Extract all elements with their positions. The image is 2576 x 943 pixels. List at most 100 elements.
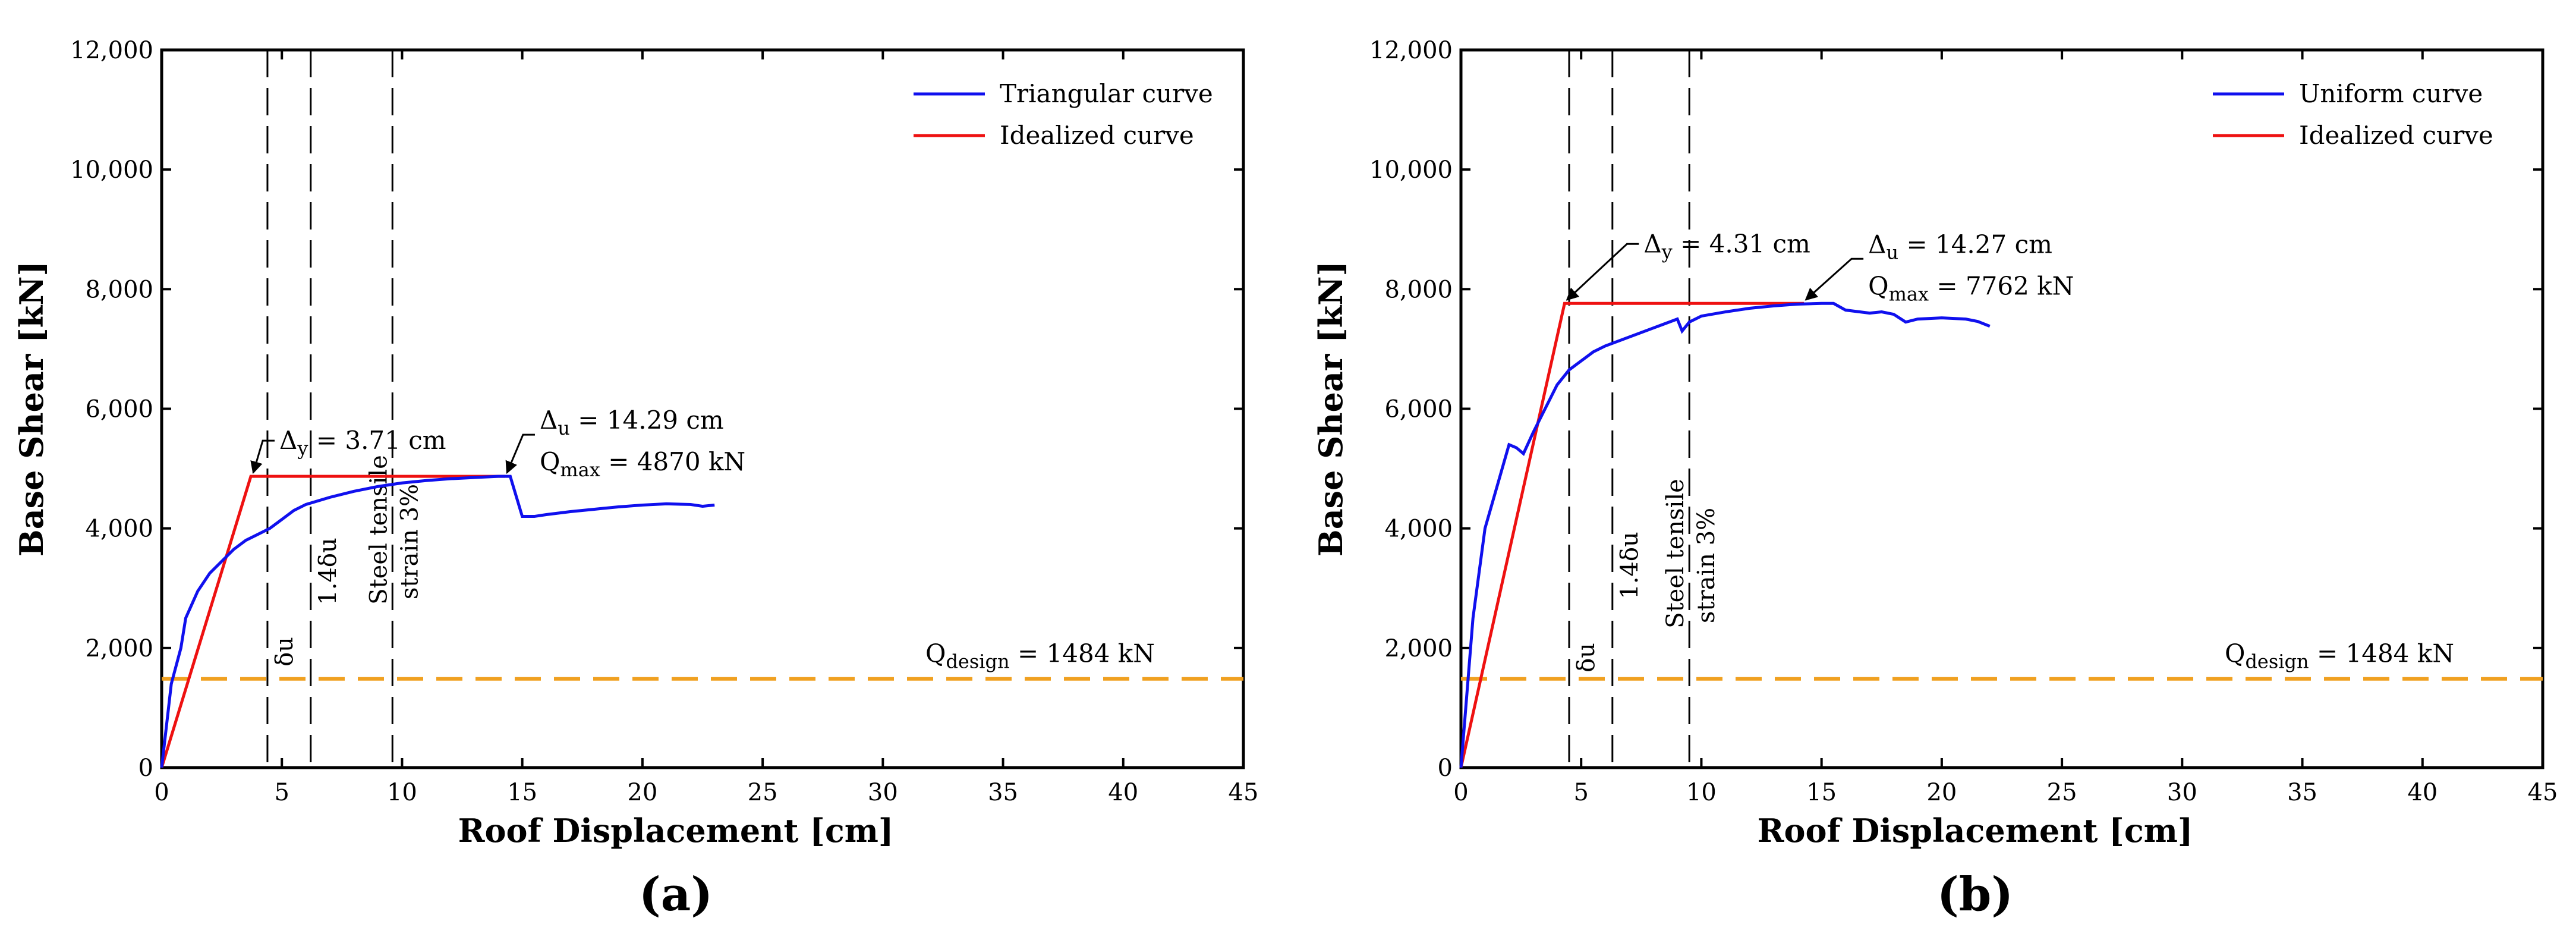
y-axis-label-b: Base Shear [kN]	[1312, 261, 1350, 557]
ultimate-value-b: = 14.27 cm	[1898, 230, 2052, 259]
x-tick-label: 15	[507, 779, 537, 806]
legend-b: Uniform curve Idealized curve	[2213, 79, 2493, 150]
yield-sub-a: y	[297, 437, 308, 460]
panel-label-a: (a)	[639, 867, 713, 922]
yield-value-a: = 3.71 cm	[308, 426, 446, 455]
design-main-a: Q	[925, 639, 946, 668]
y-tick-label: 10,000	[1369, 156, 1453, 184]
y-tick-label: 2,000	[85, 635, 153, 662]
x-tick-label: 20	[1926, 779, 1957, 806]
chart-panel-b: 0 5 10 15 20 25 30 35 40 45 0 2,000 4,000 6,000 8,000…	[1312, 37, 2558, 922]
x-tick-label: 5	[1573, 779, 1588, 806]
x-tick-label: 15	[1806, 779, 1837, 806]
vertical-marker-label: δu	[1573, 643, 1600, 672]
design-main-b: Q	[2225, 639, 2245, 668]
x-tick-label: 25	[2047, 779, 2077, 806]
qmax-sub-a: max	[560, 458, 600, 481]
x-tick-label: 30	[868, 779, 898, 806]
qmax-main-b: Q	[1868, 271, 1888, 300]
legend-a: Triangular curve Idealized curve	[914, 79, 1213, 150]
chart-panel-a: 0 5 10 15 20 25 30 35 40 45 0 2,000 4,000 6,000 8,000…	[12, 37, 1258, 922]
vertical-marker-label-line2: strain 3%	[396, 484, 423, 599]
yield-delta-a: Δ	[279, 426, 297, 455]
y-tick-label: 8,000	[1384, 276, 1453, 303]
x-tick-label: 40	[2407, 779, 2438, 806]
y-tick-label: 6,000	[1384, 396, 1453, 423]
design-value-b: = 1484 kN	[2309, 639, 2454, 668]
legend-label-idealized-a: Idealized curve	[1000, 121, 1194, 150]
legend-label-idealized-b: Idealized curve	[2299, 121, 2493, 150]
vertical-marker-label-line1: Steel tensile	[365, 455, 392, 605]
design-value-a: = 1484 kN	[1010, 639, 1155, 668]
x-tick-label: 10	[387, 779, 417, 806]
qmax-label-a: Qmax = 4870 kN	[540, 447, 745, 481]
ultimate-leader-b	[1805, 257, 1864, 301]
y-axis-label-a: Base Shear [kN]	[12, 261, 51, 557]
x-tick-label: 35	[2287, 779, 2317, 806]
ultimate-label-b: Δu = 14.27 cm	[1868, 230, 2052, 263]
design-sub-b: design	[2245, 650, 2309, 673]
x-tick-label: 35	[988, 779, 1018, 806]
legend-label-triangular: Triangular curve	[1000, 79, 1213, 108]
uniform-curve	[1459, 301, 1991, 768]
x-tick-label: 30	[2167, 779, 2197, 806]
x-tick-label: 45	[2528, 779, 2558, 806]
y-tick-label: 4,000	[85, 515, 153, 543]
y-tick-label: 4,000	[1384, 515, 1453, 543]
x-tick-label: 0	[154, 779, 169, 806]
design-sub-a: design	[946, 650, 1009, 673]
y-tick-label: 10,000	[70, 156, 153, 184]
y-tick-label: 0	[1438, 755, 1453, 782]
ultimate-delta-a: Δ	[540, 406, 558, 435]
triangular-curve	[160, 474, 715, 768]
yield-annotation-b: Δy = 4.31 cm	[1566, 229, 1810, 301]
yield-annotation-a: Δy = 3.71 cm	[250, 426, 446, 474]
qmax-sub-b: max	[1889, 282, 1929, 305]
x-tick-label: 25	[748, 779, 778, 806]
ultimate-leader-a	[505, 433, 535, 474]
qmax-main-a: Q	[540, 447, 560, 476]
panel-label-b: (b)	[1937, 867, 2013, 922]
y-tick-label: 12,000	[1369, 37, 1453, 64]
vertical-marker-label-line1: Steel tensile	[1662, 479, 1689, 628]
y-ticks-a: 0 2,000 4,000 6,000 8,000 10,000 12,000	[70, 37, 1243, 782]
design-label-b: Qdesign = 1484 kN	[2225, 639, 2454, 673]
x-tick-label: 20	[627, 779, 657, 806]
y-tick-label: 8,000	[85, 276, 153, 303]
y-ticks-b: 0 2,000 4,000 6,000 8,000 10,000 12,000	[1369, 37, 2543, 782]
x-tick-label: 0	[1453, 779, 1468, 806]
ultimate-label-a: Δu = 14.29 cm	[540, 406, 724, 439]
x-axis-label-a: Roof Displacement [cm]	[458, 812, 894, 850]
x-tick-label: 10	[1686, 779, 1717, 806]
idealized-curve-a	[160, 474, 505, 768]
qmax-value-a: = 4870 kN	[600, 447, 745, 476]
yield-leader-a	[250, 439, 275, 474]
x-ticks-a: 0 5 10 15 20 25 30 35 40 45	[154, 50, 1258, 806]
qmax-value-b: = 7762 kN	[1929, 271, 2074, 300]
x-tick-label: 45	[1229, 779, 1259, 806]
yield-value-b: = 4.31 cm	[1673, 229, 1810, 258]
yield-sub-b: y	[1661, 240, 1673, 263]
y-tick-label: 6,000	[85, 396, 153, 423]
y-tick-label: 0	[138, 755, 153, 782]
vertical-marker-label: 1.4δu	[314, 537, 342, 605]
y-tick-label: 12,000	[70, 37, 153, 64]
y-tick-label: 2,000	[1384, 635, 1453, 662]
yield-delta-b: Δ	[1643, 229, 1661, 258]
yield-label-b: Δy = 4.31 cm	[1643, 229, 1810, 263]
x-ticks-b: 0 5 10 15 20 25 30 35 40 45	[1453, 50, 2558, 806]
vertical-marker-label: 1.4δu	[1616, 532, 1643, 599]
ultimate-annotation-b: Δu = 14.27 cm Qmax = 7762 kN	[1805, 230, 2074, 305]
vertical-lines-b: δu 1.4δu Steel tensile strain 3%	[1568, 50, 1720, 768]
x-tick-label: 40	[1108, 779, 1138, 806]
x-tick-label: 5	[274, 779, 289, 806]
legend-label-uniform: Uniform curve	[2299, 79, 2483, 108]
idealized-curve-b	[1459, 301, 1805, 768]
qmax-label-b: Qmax = 7762 kN	[1868, 271, 2074, 305]
x-axis-label-b: Roof Displacement [cm]	[1758, 812, 2193, 850]
ultimate-sub-b: u	[1886, 241, 1898, 263]
ultimate-value-a: = 14.29 cm	[570, 406, 724, 435]
yield-label-a: Δy = 3.71 cm	[279, 426, 446, 460]
ultimate-sub-a: u	[558, 417, 570, 439]
